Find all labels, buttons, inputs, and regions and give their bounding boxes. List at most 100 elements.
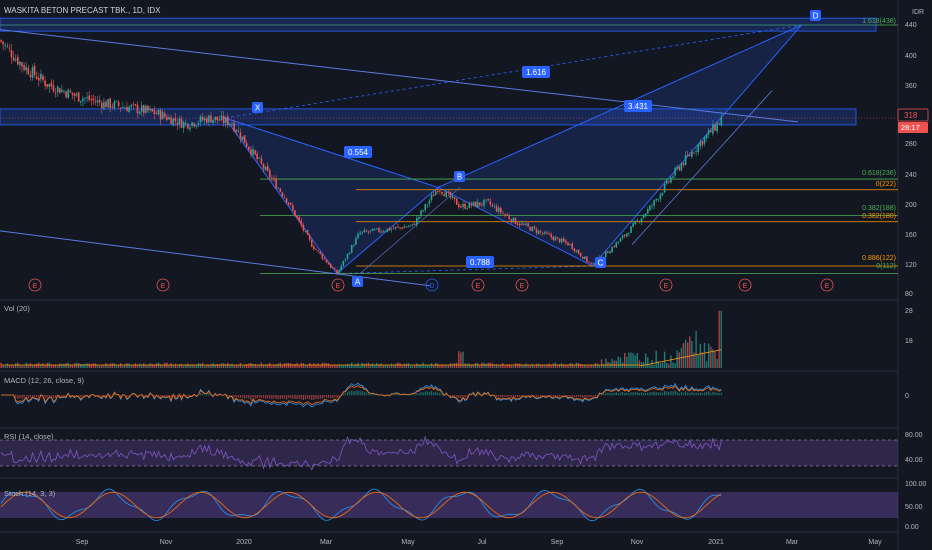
earnings-marker[interactable] xyxy=(331,278,345,292)
macd-histogram-bar xyxy=(420,392,422,396)
candle-body xyxy=(287,202,290,205)
volume-bar xyxy=(647,357,649,368)
ratio-xad: 1.616 xyxy=(526,68,547,77)
earnings-marker[interactable] xyxy=(659,278,673,292)
macd-histogram-bar xyxy=(613,392,615,396)
candle-body xyxy=(485,199,487,201)
volume-bar xyxy=(348,364,351,368)
macd-histogram-bar xyxy=(626,392,628,396)
macd-histogram-bar xyxy=(38,395,40,398)
macd-histogram-bar xyxy=(575,395,577,397)
macd-histogram-bar xyxy=(42,395,44,396)
macd-histogram-bar xyxy=(609,392,611,396)
volume-bar xyxy=(663,351,666,368)
volume-bar xyxy=(220,363,223,368)
candle-body xyxy=(575,250,578,252)
candle-body xyxy=(428,200,431,205)
volume-bar xyxy=(552,363,554,368)
price-axis[interactable]: 440 400 360 280 240 200 160 120 80 318 2… xyxy=(897,22,929,298)
earnings-marker[interactable] xyxy=(28,278,42,292)
macd-histogram-bar xyxy=(359,391,361,396)
candle-body xyxy=(384,231,387,232)
volume-bar xyxy=(567,364,569,368)
macd-histogram-bar xyxy=(422,392,424,396)
macd-histogram-bar xyxy=(227,395,229,397)
candle-body xyxy=(323,258,326,260)
macd-histogram-bar xyxy=(678,393,680,396)
volume-bar xyxy=(588,365,590,368)
candle-body xyxy=(563,238,565,242)
fib-label: 0.382(188) xyxy=(862,205,896,212)
time-tick: 2020 xyxy=(236,539,252,546)
volume-bar xyxy=(281,364,284,368)
macd-histogram-bar xyxy=(483,393,485,396)
candle-body xyxy=(409,225,412,226)
candle-body xyxy=(617,241,620,243)
candle-body xyxy=(46,84,48,87)
macd-histogram-bar xyxy=(456,395,458,397)
price-tick: 280 xyxy=(905,141,917,148)
macd-histogram-bar xyxy=(27,395,29,399)
dividend-marker[interactable] xyxy=(425,278,439,292)
time-axis[interactable]: Sep Nov 2020 Mar May Jul Sep Nov 2021 Ma… xyxy=(76,539,882,546)
volume-bar xyxy=(80,363,82,368)
macd-histogram-bar xyxy=(598,394,601,396)
volume-bar xyxy=(720,310,722,368)
volume-bar xyxy=(401,364,403,368)
macd-histogram-bar xyxy=(147,395,149,397)
macd-histogram-bar xyxy=(69,395,71,397)
long-trendline xyxy=(0,29,799,123)
candle-body xyxy=(634,221,636,225)
pane-labels: Vol (20) 28 18 MACD (12, 26, close, 9) 0… xyxy=(4,304,927,531)
earnings-marker[interactable] xyxy=(156,278,170,292)
volume-bar xyxy=(197,363,200,368)
price-tick: 360 xyxy=(905,83,917,90)
macd-histogram-bar xyxy=(607,392,609,396)
macd-histogram-bar xyxy=(313,395,315,400)
candle-body xyxy=(77,92,80,102)
volume-bar xyxy=(516,363,519,368)
candle-body xyxy=(588,261,590,263)
candle-body xyxy=(422,210,424,212)
candle-body xyxy=(59,88,61,94)
volume-bar xyxy=(451,363,454,368)
candle-body xyxy=(206,118,208,124)
earnings-marker[interactable] xyxy=(738,278,752,292)
macd-histogram-bar xyxy=(323,395,325,398)
volume-bar xyxy=(651,360,653,368)
earnings-marker[interactable] xyxy=(471,278,485,292)
candle-body xyxy=(138,112,141,114)
volume-bar xyxy=(69,364,71,368)
macd-histogram-bar xyxy=(239,395,241,398)
volume-bar xyxy=(199,363,202,368)
earnings-marker[interactable] xyxy=(515,278,529,292)
volume-bar xyxy=(94,363,97,368)
candle-body xyxy=(464,203,466,209)
macd-histogram-bar xyxy=(48,395,50,397)
macd-histogram-bar xyxy=(128,395,130,397)
macd-histogram-bar xyxy=(502,395,504,397)
candle-body xyxy=(376,228,378,230)
macd-histogram-bar xyxy=(304,395,307,400)
candle-body xyxy=(56,86,59,92)
earnings-marker[interactable] xyxy=(820,278,834,292)
volume-bar xyxy=(678,352,680,368)
macd-histogram-bar xyxy=(50,395,52,397)
macd-histogram-bar xyxy=(477,393,479,396)
currency-label: IDR xyxy=(912,9,924,16)
candle-body xyxy=(10,50,13,58)
macd-histogram-bar xyxy=(52,395,55,399)
macd-histogram-bar xyxy=(586,395,588,398)
candle-body xyxy=(581,256,584,259)
volume-bar xyxy=(243,364,246,368)
macd-histogram-bar xyxy=(458,395,460,399)
macd-histogram-bar xyxy=(405,394,407,396)
macd-histogram-bar xyxy=(258,395,260,398)
time-tick: Sep xyxy=(76,539,89,546)
macd-histogram-bar xyxy=(286,395,288,400)
volume-bar xyxy=(565,364,567,368)
volume-bar xyxy=(703,343,706,368)
volume-bar xyxy=(504,365,506,368)
event-markers[interactable]: E E E D E E E E E xyxy=(28,278,834,292)
